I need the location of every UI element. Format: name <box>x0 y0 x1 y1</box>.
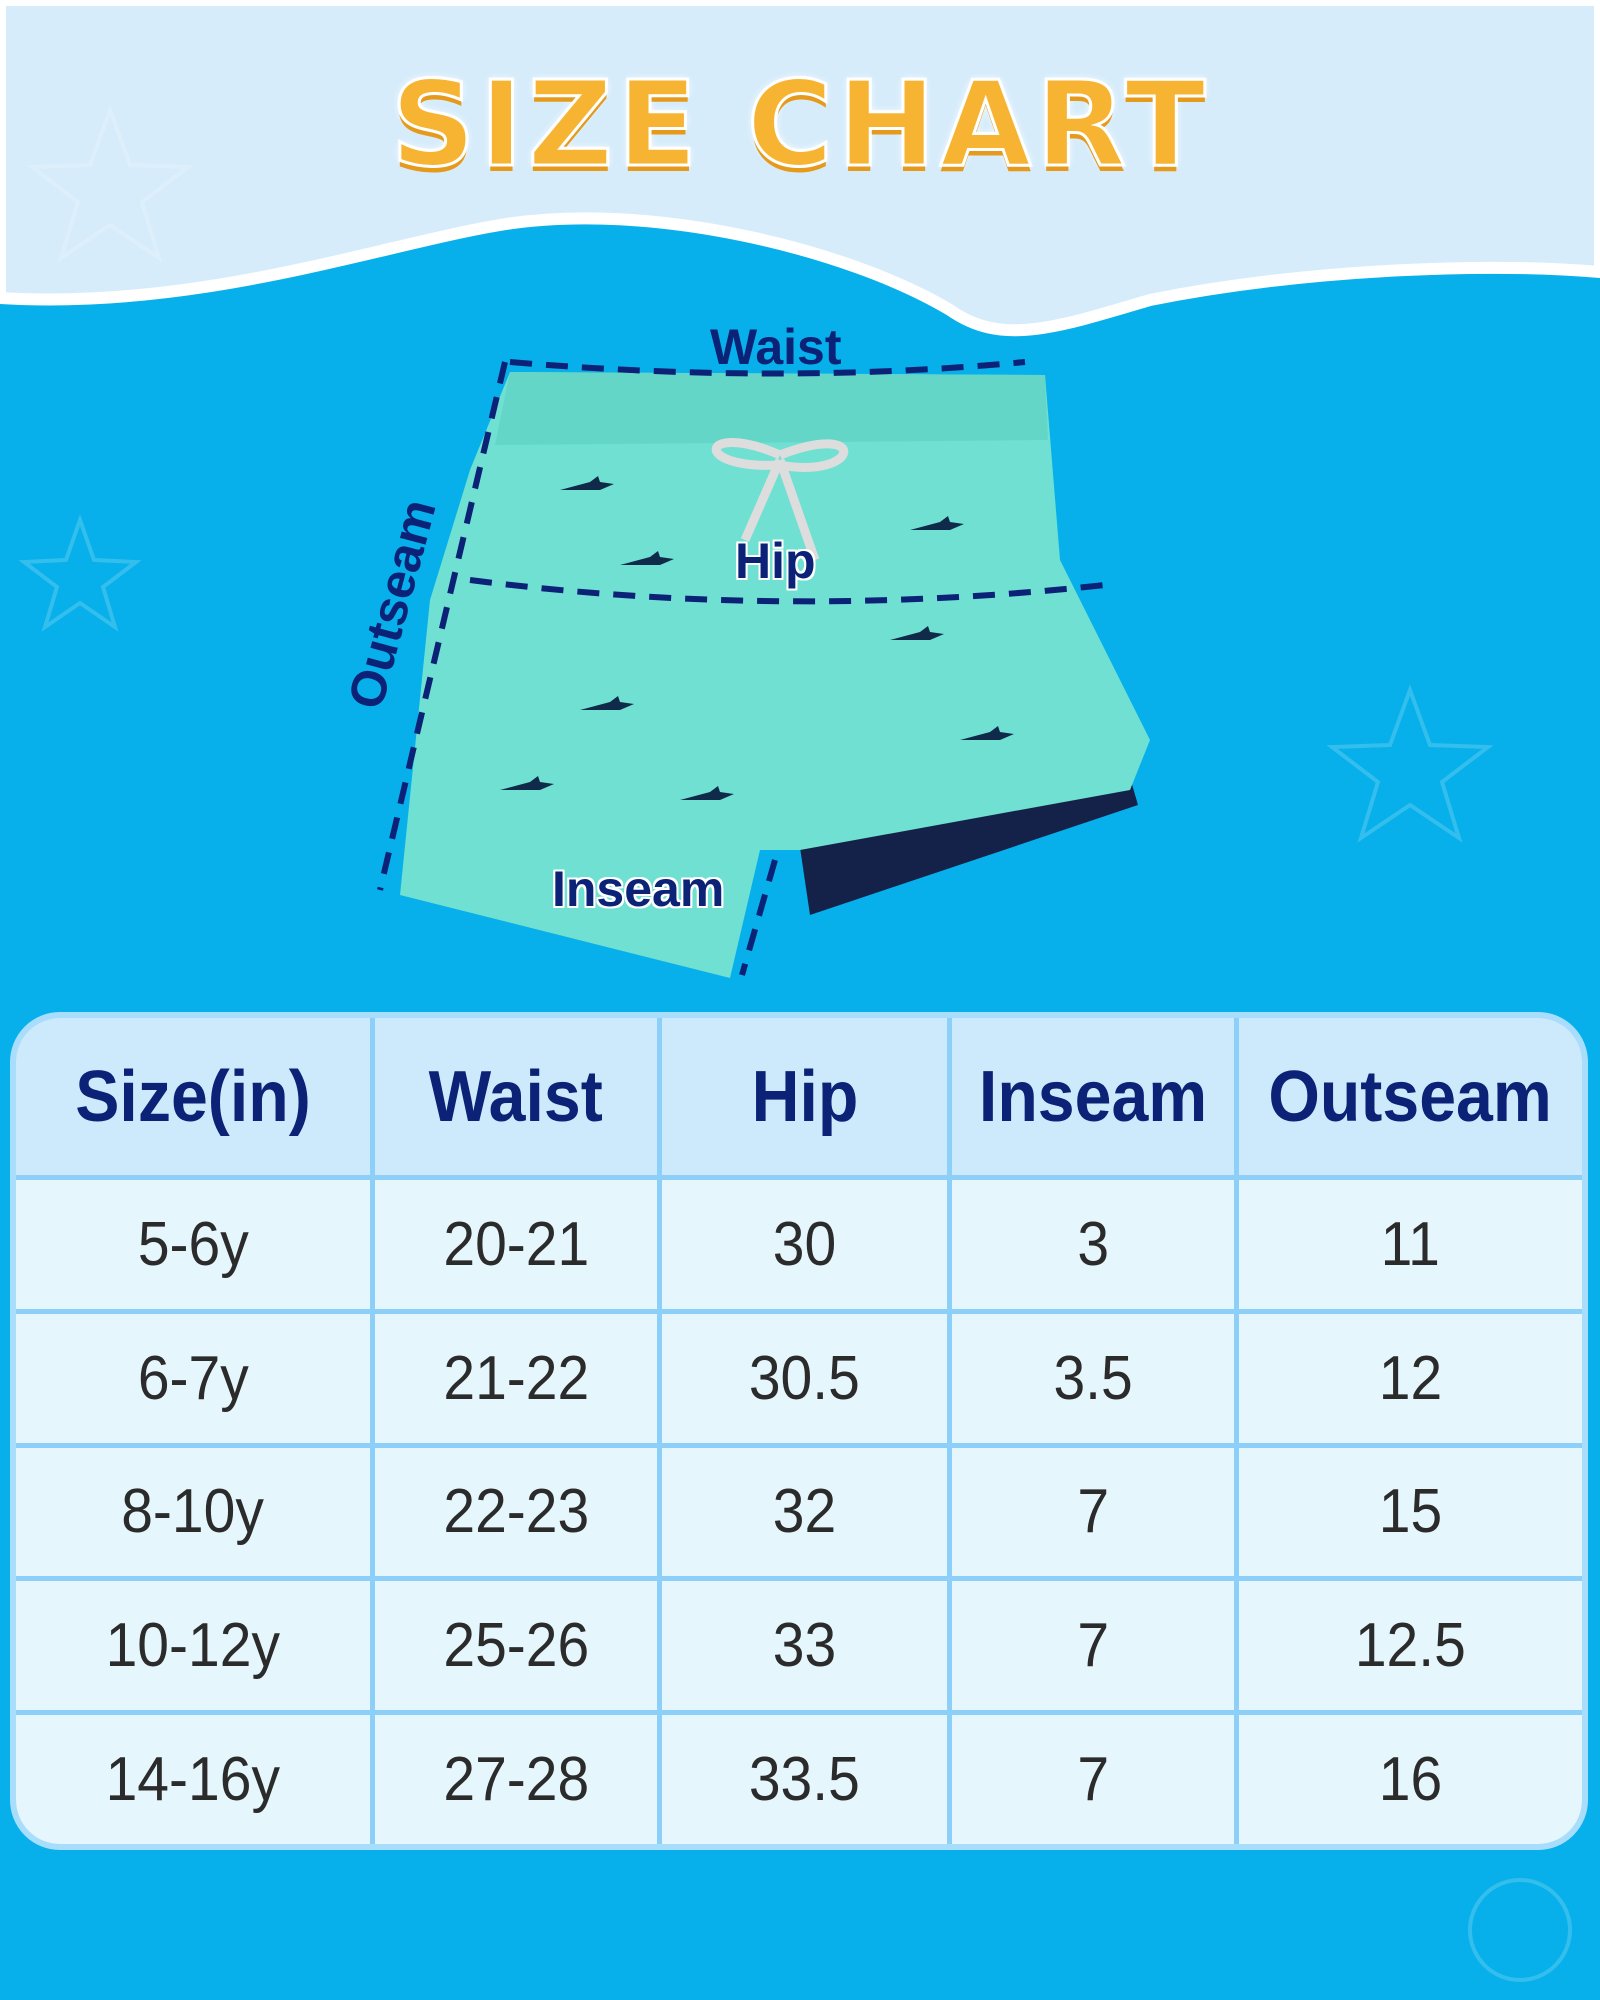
table-cell: 22-23 <box>375 1447 657 1577</box>
table-cell: 14-16y <box>16 1715 370 1844</box>
table-cell: 33.5 <box>662 1715 947 1844</box>
table-cell: 12 <box>1239 1313 1582 1443</box>
table-cell: 30 <box>662 1180 947 1309</box>
header-waist: Waist <box>375 1018 657 1175</box>
table-cell: 25-26 <box>375 1581 657 1711</box>
table-cell: 21-22 <box>375 1313 657 1443</box>
table-cell: 12.5 <box>1239 1581 1582 1711</box>
table-cell: 7 <box>952 1581 1234 1711</box>
shark-prints <box>500 476 1014 800</box>
table-cell: 10-12y <box>16 1581 370 1711</box>
table-cell: 30.5 <box>662 1313 947 1443</box>
table-cell: 15 <box>1239 1447 1582 1577</box>
table-cell: 3.5 <box>952 1313 1234 1443</box>
table-cell: 33 <box>662 1581 947 1711</box>
table-cell: 5-6y <box>16 1180 370 1309</box>
size-table: Size(in) Waist Hip Inseam Outseam 5-6y 2… <box>10 1012 1588 1850</box>
hip-label: Hip <box>735 533 816 589</box>
table-cell: 6-7y <box>16 1313 370 1443</box>
table-cell: 27-28 <box>375 1715 657 1844</box>
table-cell: 16 <box>1239 1715 1582 1844</box>
drawstring <box>711 438 849 562</box>
waist-label: Waist <box>710 319 842 375</box>
shorts-illustration <box>377 359 1150 978</box>
header-inseam: Inseam <box>952 1018 1234 1175</box>
shorts-body <box>400 372 1150 978</box>
table-cell: 7 <box>952 1715 1234 1844</box>
header-size: Size(in) <box>16 1018 370 1175</box>
table-cell: 32 <box>662 1447 947 1577</box>
table-cell: 8-10y <box>16 1447 370 1577</box>
inseam-label: Inseam <box>552 861 725 917</box>
page-title: SIZE CHART <box>389 54 1210 195</box>
waistband <box>495 372 1048 445</box>
top-band <box>0 0 1600 337</box>
measure-lines <box>377 359 1106 976</box>
table-cell: 20-21 <box>375 1180 657 1309</box>
table-cell: 11 <box>1239 1180 1582 1309</box>
header-hip: Hip <box>662 1018 947 1175</box>
table-cell: 3 <box>952 1180 1234 1309</box>
header-outseam: Outseam <box>1239 1018 1582 1175</box>
table-cell: 7 <box>952 1447 1234 1577</box>
